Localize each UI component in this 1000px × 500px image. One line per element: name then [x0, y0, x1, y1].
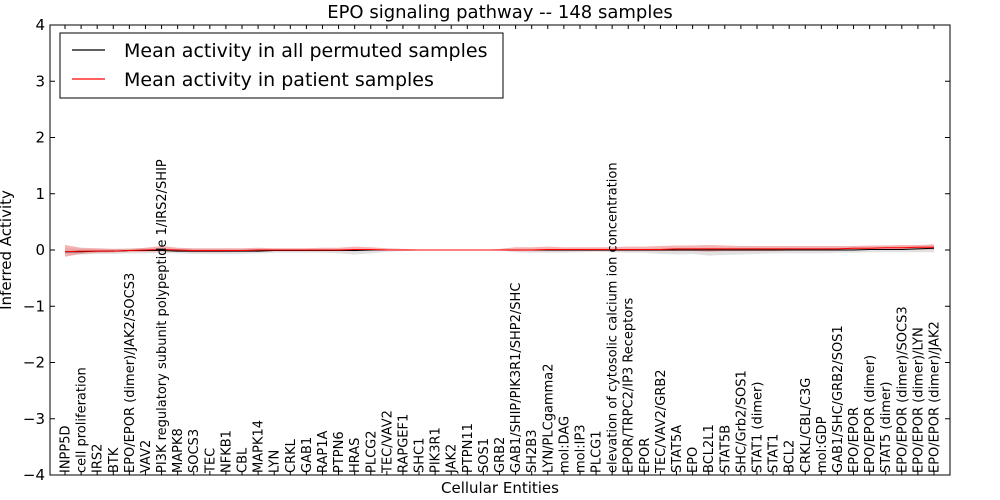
x-tick-label: EPOR [638, 438, 653, 473]
y-tick-label: 1 [35, 185, 45, 203]
x-tick-label: SOS1 [477, 438, 492, 473]
x-tick-label: STAT5 (dimer) [879, 382, 894, 473]
x-tick-label: EPO/EPOR (dimer)/JAK2/SOCS3 [123, 273, 138, 473]
x-tick-label: GAB1 [300, 437, 315, 473]
x-tick-label: GAB1/SHC/GRB2/SOS1 [831, 325, 846, 473]
x-tick-label: EPO/EPOR (dimer)/LYN [911, 327, 926, 473]
x-tick-label: STAT1 [767, 434, 782, 473]
x-tick-label: NFKB1 [219, 430, 234, 473]
x-tick-label: INPP5D [59, 425, 74, 473]
x-tick-label: BTK [107, 447, 122, 473]
x-tick-label: SH2B3 [525, 430, 540, 474]
x-tick-label: STAT1 (dimer) [751, 382, 766, 473]
x-tick-label: GRB2 [493, 437, 508, 473]
legend: Mean activity in all permuted samples Mea… [59, 32, 504, 99]
y-tick-label: −3 [23, 410, 45, 428]
x-tick-label: EPO [686, 447, 701, 473]
x-tick-label: TEC/VAV2 [380, 410, 395, 474]
x-tick-label: PTPN6 [332, 431, 347, 473]
x-tick-label: STAT5B [718, 425, 733, 473]
x-tick-label: SOCS3 [187, 429, 202, 473]
confidence-bands [65, 244, 934, 257]
x-tick-label: EPO/EPOR (dimer) [863, 355, 878, 473]
x-tick-label: PLCG2 [364, 430, 379, 473]
x-tick-label: elevation of cytosolic calcium ion conce… [606, 162, 621, 473]
y-axis-label: Inferred Activity [0, 190, 15, 310]
x-tick-label: mol:IP3 [574, 424, 589, 473]
x-tick-label: cell proliferation [75, 367, 90, 473]
legend-entry: Mean activity in patient samples [124, 69, 434, 91]
x-tick-label: CRKL/CBL/C3G [799, 378, 814, 473]
x-tick-label: MAPK8 [171, 428, 186, 473]
x-tick-label: CBL [236, 447, 251, 473]
x-tick-label: RAP1A [316, 430, 331, 473]
x-tick-label: RAPGEF1 [396, 414, 411, 473]
x-tick-label: PIK3R1 [429, 427, 444, 473]
y-tick-label: −2 [23, 354, 45, 372]
x-tick-label: EPOR/TRPC2/IP3 Receptors [622, 297, 637, 473]
x-tick-label: TEC [203, 448, 218, 474]
x-tick-label: LYN/PLCgamma2 [541, 363, 556, 473]
x-tick-label: IRS2 [91, 444, 106, 473]
x-tick-label: EPO/EPOR [847, 407, 862, 473]
x-tick-label: BCL2 [783, 440, 798, 473]
y-axis: 4 3 2 1 0 −1 −2 −3 −4 [23, 16, 950, 484]
series-line-1 [64, 246, 934, 253]
x-tick-label: JAK2 [445, 444, 460, 474]
x-tick-label: TEC/VAV2/GRB2 [654, 369, 669, 474]
x-tick-label: PTPN11 [461, 423, 476, 473]
x-tick-label: CRKL [284, 438, 299, 473]
y-tick-label: 2 [35, 129, 45, 147]
x-tick-label: GAB1/SHIP/PIK3R1/SHP2/SHC [509, 283, 524, 473]
x-tick-label: MAPK14 [252, 420, 267, 473]
x-tick-label: EPO/EPOR (dimer)/JAK2 [928, 321, 943, 473]
series-lines [64, 246, 935, 253]
x-tick-label: LYN [268, 450, 283, 473]
x-tick-label: HRAS [348, 438, 363, 473]
legend-box [59, 32, 504, 99]
x-tick-label: EPO/EPOR (dimer)/SOCS3 [895, 306, 910, 473]
x-tick-label: PI3K regulatory subunit polypeptide 1/IR… [155, 159, 170, 473]
y-tick-label: 4 [35, 16, 45, 34]
x-tick-label: PLCG1 [590, 430, 605, 473]
y-tick-label: −4 [23, 466, 45, 484]
x-tick-label: SHC/Grb2/SOS1 [734, 370, 749, 473]
band-1 [65, 244, 934, 257]
y-tick-label: 3 [35, 72, 45, 90]
legend-entry: Mean activity in all permuted samples [124, 40, 487, 62]
y-tick-label: 0 [35, 241, 45, 259]
x-tick-label: BCL2L1 [702, 424, 717, 473]
x-tick-label: VAV2 [139, 440, 154, 473]
x-axis: INPP5D cell proliferation IRS2 BTK EPO/EPOR … [59, 25, 943, 475]
x-tick-label: SHC1 [413, 438, 428, 473]
x-tick-label: STAT5A [670, 425, 685, 473]
x-tick-label: mol:GDP [815, 416, 830, 473]
x-tick-label: mol:DAG [557, 416, 572, 473]
y-tick-label: −1 [23, 297, 45, 315]
x-axis-label: Cellular Entities [441, 479, 559, 497]
chart-title: EPO signaling pathway -- 148 samples [327, 2, 673, 23]
